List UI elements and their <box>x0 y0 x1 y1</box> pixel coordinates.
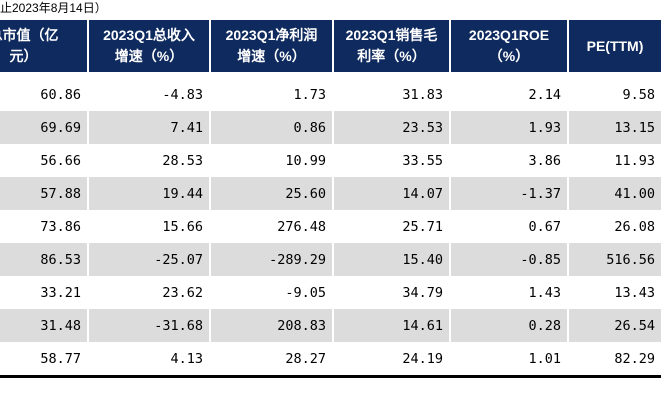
table-cell: 0.28 <box>449 309 568 342</box>
header-cell: 2023Q1净利润 增速（%） <box>209 20 333 72</box>
table-cell: 57.88 <box>0 177 88 210</box>
table-cell: 60.86 <box>40 86 81 103</box>
table-row: 69.69 7.41 0.86 23.53 1.93 13.15 <box>0 111 661 144</box>
header-line: 2023Q1净利润 <box>225 27 318 43</box>
header-line: 总市值（亿 <box>0 27 59 43</box>
table-cell: 11.93 <box>567 144 661 177</box>
table-cell: 33.55 <box>332 144 450 177</box>
table-cell: 1.01 <box>449 342 568 378</box>
table-row: 60.86 -4.83 1.73 31.83 2.14 9.58 <box>0 78 661 111</box>
table-cell: 1.73 <box>209 78 333 111</box>
table-cell: 25.60 <box>209 177 333 210</box>
table-cell: 3.86 <box>449 144 568 177</box>
header-line: （%） <box>488 48 530 64</box>
table-row: 56.66 28.53 10.99 33.55 3.86 11.93 <box>0 144 661 177</box>
table-cell: -25.07 <box>87 243 210 276</box>
table-cell: 41.00 <box>567 177 661 210</box>
table-cell: 26.54 <box>567 309 661 342</box>
table-cell: 33.21 <box>40 284 81 301</box>
table-cell: 4.13 <box>87 342 210 378</box>
table-cell: 23.53 <box>332 111 450 144</box>
table-cell: 1.93 <box>449 111 568 144</box>
header-line: 增速（%） <box>237 48 306 64</box>
header-cell: 2023Q1总收入 增速（%） <box>87 20 210 72</box>
table-cell: 73.86 <box>40 218 81 235</box>
table-cell: 13.15 <box>567 111 661 144</box>
table-cell: 28.27 <box>209 342 333 378</box>
table-cell: 82.29 <box>567 342 661 378</box>
table-row: 73.86 15.66 276.48 25.71 0.67 26.08 <box>0 210 661 243</box>
table-cell: 86.53 <box>0 243 88 276</box>
table-cell: 58.77 <box>0 342 88 378</box>
table-cell: 516.56 <box>567 243 661 276</box>
table-cell: 69.69 <box>0 111 88 144</box>
table-row: 86.53 -25.07 -289.29 15.40 -0.85 516.56 <box>0 243 661 276</box>
table-cell: 1.43 <box>449 276 568 309</box>
table-cell: 13.43 <box>567 276 661 309</box>
header-line: 2023Q1销售毛 <box>345 27 438 43</box>
table-cell: 31.48 <box>0 309 88 342</box>
table-cell: 24.19 <box>332 342 450 378</box>
table-cell: 14.07 <box>332 177 450 210</box>
table-cell: 14.61 <box>332 309 450 342</box>
header-line: 增速（%） <box>114 48 184 64</box>
header-cell: 2023Q1ROE （%） <box>449 20 568 72</box>
table-cell: -4.83 <box>87 78 210 111</box>
table-cell: 10.99 <box>209 144 333 177</box>
table-row: 33.21 23.62 -9.05 34.79 1.43 13.43 <box>0 276 661 309</box>
table-cell: 26.08 <box>567 210 661 243</box>
header-cell: 总市值（亿元） <box>0 20 88 72</box>
table-cell: 34.79 <box>332 276 450 309</box>
table-cell: -31.68 <box>87 309 210 342</box>
table-cell: -0.85 <box>449 243 568 276</box>
table-cell: 2.14 <box>449 78 568 111</box>
table-cell: 9.58 <box>567 78 661 111</box>
header-line: PE(TTM) <box>586 37 644 54</box>
header-line: 2023Q1总收入 <box>103 27 195 43</box>
table-cell: 31.83 <box>332 78 450 111</box>
table-row: 57.88 19.44 25.60 14.07 -1.37 41.00 <box>0 177 661 210</box>
table-cell: 28.53 <box>87 144 210 177</box>
header-cell: 2023Q1销售毛 利率（%） <box>332 20 450 72</box>
table-cell: 25.71 <box>332 210 450 243</box>
table-cell: 276.48 <box>209 210 333 243</box>
table-cell: -9.05 <box>209 276 333 309</box>
table-row: 58.77 4.13 28.27 24.19 1.01 82.29 <box>0 342 661 378</box>
table-row: 31.48 -31.68 208.83 14.61 0.28 26.54 <box>0 309 661 342</box>
table-cell: 15.66 <box>87 210 210 243</box>
table-cell: 0.67 <box>449 210 568 243</box>
table-cell: -1.37 <box>449 177 568 210</box>
date-note: 止2023年8月14日） <box>0 1 107 15</box>
table-cell: 15.40 <box>332 243 450 276</box>
table-cell: -289.29 <box>209 243 333 276</box>
header-line: 元） <box>9 48 38 64</box>
header-cell: PE(TTM) <box>567 20 661 72</box>
table-cell: 23.62 <box>87 276 210 309</box>
table-cell: 7.41 <box>87 111 210 144</box>
data-table: 总市值（亿元）2023Q1总收入增速（%）2023Q1净利润增速（%）2023Q… <box>0 20 661 378</box>
table-cell: 19.44 <box>87 177 210 210</box>
header-line: 2023Q1ROE <box>468 27 550 43</box>
table-cell: 0.86 <box>209 111 333 144</box>
header-row: 总市值（亿元）2023Q1总收入增速（%）2023Q1净利润增速（%）2023Q… <box>0 20 661 72</box>
header-line: 利率（%） <box>357 48 426 64</box>
table-cell: 208.83 <box>209 309 333 342</box>
table-cell: 56.66 <box>40 152 81 169</box>
